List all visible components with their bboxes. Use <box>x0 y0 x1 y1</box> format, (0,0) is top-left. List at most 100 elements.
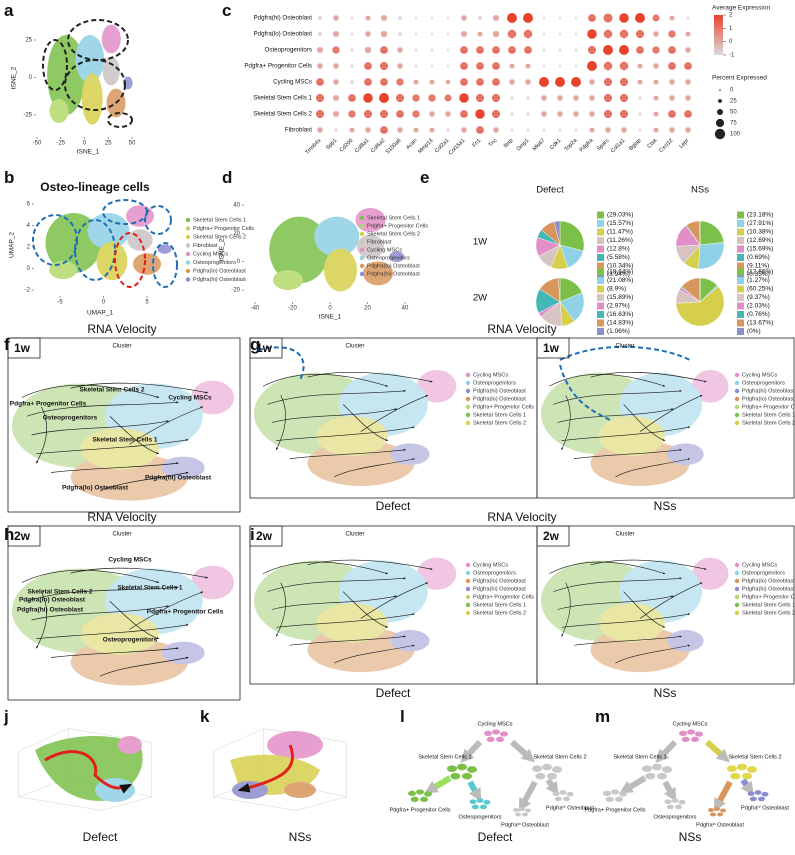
dot <box>603 45 613 55</box>
gene-label: Ibsp <box>503 138 515 150</box>
dot <box>348 94 356 102</box>
y-tick-label: -2 <box>25 288 31 294</box>
arrow <box>510 739 535 763</box>
y-tick-label: 6 <box>27 202 31 208</box>
dot <box>507 13 517 23</box>
dot <box>430 48 434 52</box>
legend-label: Osteoprogenitors <box>742 570 785 576</box>
dot <box>637 79 643 85</box>
dot <box>542 48 546 52</box>
y-tick-label: 4 <box>27 223 31 229</box>
legend-swatch <box>737 262 744 270</box>
node-label: Pdgfraʰⁱ Osteoblast <box>741 803 789 811</box>
caption: Defect <box>83 830 118 844</box>
value-label: (18.64%) <box>607 269 633 276</box>
dot <box>364 62 372 70</box>
cluster-annotation: Pdgfra(lo) Osteoblast <box>62 485 129 492</box>
dot <box>333 15 339 21</box>
gene-label: Tmsb4x <box>304 138 322 156</box>
dot <box>589 127 595 133</box>
gene-label: Cxcl12 <box>658 138 674 154</box>
legend-label: Fibroblast <box>193 243 218 249</box>
legend-label: Skeletal Stem Cells 1 <box>193 217 246 223</box>
legend-marker <box>465 562 471 568</box>
column-header: Defect <box>536 185 564 196</box>
legend-label: Skeletal Stem Cells 2 <box>742 610 795 616</box>
row-header: 2W <box>473 293 487 304</box>
plot-frame <box>536 337 795 499</box>
dot <box>381 15 387 21</box>
dot <box>396 78 404 86</box>
cluster-annotation: Cycling MSCs <box>108 557 152 564</box>
cluster-annotation: Skeletal Stem Cells 2 <box>27 589 92 596</box>
dot <box>557 95 563 101</box>
dot <box>446 48 450 52</box>
dot <box>477 31 483 37</box>
dot <box>317 31 323 37</box>
value-label: (1.27%) <box>747 277 770 284</box>
legend-marker <box>465 388 471 394</box>
plot-frame <box>7 525 241 701</box>
legend-swatch <box>737 277 744 284</box>
dot <box>542 128 546 132</box>
cell-icon <box>469 798 491 810</box>
dot <box>315 93 325 103</box>
dot <box>333 63 339 69</box>
dot <box>365 15 371 21</box>
dot <box>603 61 613 71</box>
y-tick-label: 2 <box>27 245 31 251</box>
dot <box>333 79 339 85</box>
legend-marker <box>734 610 740 616</box>
x-tick-label: -5 <box>57 300 63 306</box>
dot <box>603 77 613 87</box>
dot <box>317 47 323 53</box>
dot <box>430 16 434 20</box>
legend-swatch <box>597 285 604 293</box>
size-legend-dot <box>717 109 723 115</box>
dot <box>668 110 676 118</box>
cell-icon <box>708 807 726 817</box>
value-label: (15.69%) <box>747 246 773 253</box>
dot <box>493 15 499 21</box>
cluster-annotation: Pdgfra(hi) Osteoblast <box>145 475 212 482</box>
velocity-plot <box>12 566 234 686</box>
y-axis-label: tSNE_2 <box>11 66 18 89</box>
dot <box>395 93 405 103</box>
dot <box>526 128 530 132</box>
dot <box>619 29 629 39</box>
cluster-outline <box>144 205 172 235</box>
cell-icon <box>484 729 508 742</box>
legend-marker <box>734 586 740 592</box>
legend-swatch <box>737 254 744 261</box>
legend-marker <box>465 412 471 418</box>
dot <box>619 61 629 71</box>
panel-label: l <box>400 707 405 726</box>
value-label: (29.03%) <box>607 212 633 219</box>
dot <box>476 46 484 54</box>
gene-label: Fn1 <box>471 138 482 149</box>
dot <box>476 126 484 134</box>
pie-slice <box>559 220 585 252</box>
tag-box <box>536 337 570 359</box>
gene-label: Col8a1 <box>354 138 371 155</box>
node-label: Pdgfraʰⁱ Osteoblast <box>546 803 594 811</box>
dot <box>542 16 546 20</box>
dot <box>653 95 659 101</box>
tag-box <box>249 525 283 547</box>
umap-plot <box>32 199 178 288</box>
x-tick-label: 0 <box>102 300 106 306</box>
value-label: (27.91%) <box>747 220 773 227</box>
legend-label: Skeletal Stem Cells 1 <box>473 412 526 418</box>
legend-marker <box>185 260 191 265</box>
dot <box>379 109 389 119</box>
dot <box>525 63 531 69</box>
cluster-annotation: Skeletal Stem Cells 1 <box>117 585 182 592</box>
tag: 2w <box>256 529 273 543</box>
velocity-plot <box>541 558 729 672</box>
plot-frame <box>536 525 795 685</box>
dot <box>605 127 611 133</box>
dot <box>638 128 642 132</box>
dot <box>510 112 514 116</box>
